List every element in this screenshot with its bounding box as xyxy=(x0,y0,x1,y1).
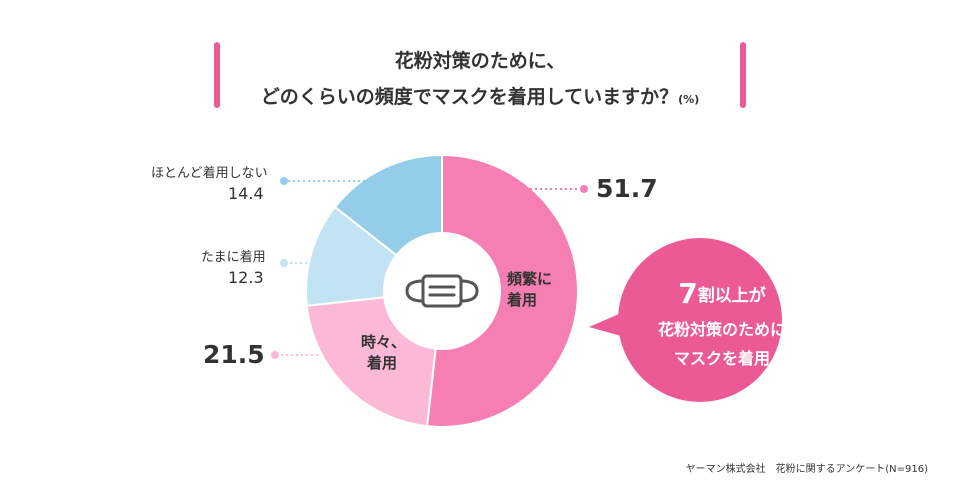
source-note: ヤーマン株式会社 花粉に関するアンケート(N=916) xyxy=(685,464,928,475)
leader-line-hardly xyxy=(286,180,386,196)
leader-dot-hardly xyxy=(280,177,288,185)
slice-label-frequent-line1: 頻繁に xyxy=(507,270,553,288)
slice-label-frequent-line2: 着用 xyxy=(507,291,538,309)
title-bracket-left xyxy=(214,42,220,108)
value-label-sometimes: 21.5 xyxy=(203,340,265,369)
chart-title-unit: (%) xyxy=(678,93,700,106)
title-bracket-right xyxy=(740,42,746,108)
callout-line1-rest: 割以上が xyxy=(697,286,766,306)
value-label-hardly: 14.4 xyxy=(228,184,264,203)
leader-dot-sometimes xyxy=(271,351,279,359)
callout-line2: 花粉対策のために xyxy=(657,320,786,339)
donut-slices xyxy=(305,153,579,428)
category-label-rarely: たまに着用 xyxy=(201,250,266,265)
category-label-hardly: ほとんど着用しない xyxy=(151,166,268,181)
leader-dot-frequent xyxy=(580,185,588,193)
leader-lines xyxy=(271,177,588,359)
callout-number: 7 xyxy=(678,277,698,310)
donut-hole xyxy=(384,233,500,349)
chart-title-line2: どのくらいの頻度でマスクを着用していますか？(%) xyxy=(230,82,730,109)
slice-label-sometimes: 時々、 着用 xyxy=(361,332,406,374)
callout-bubble xyxy=(589,238,782,402)
slice-label-frequent: 頻繁に 着用 xyxy=(507,269,552,311)
callout-line1: 7割以上が xyxy=(622,277,822,310)
leader-dot-rarely xyxy=(280,259,288,267)
slice-label-sometimes-line1: 時々、 xyxy=(361,333,407,351)
mask-icon xyxy=(405,274,479,308)
value-label-frequent: 51.7 xyxy=(596,174,658,203)
value-label-rarely: 12.3 xyxy=(228,268,264,287)
chart-title-line1: 花粉対策のために、 xyxy=(394,50,566,72)
chart-title-line2-text: どのくらいの頻度でマスクを着用していますか？ xyxy=(260,86,679,108)
callout-line3: マスクを着用 xyxy=(673,349,770,368)
slice-label-sometimes-line2: 着用 xyxy=(367,354,398,372)
